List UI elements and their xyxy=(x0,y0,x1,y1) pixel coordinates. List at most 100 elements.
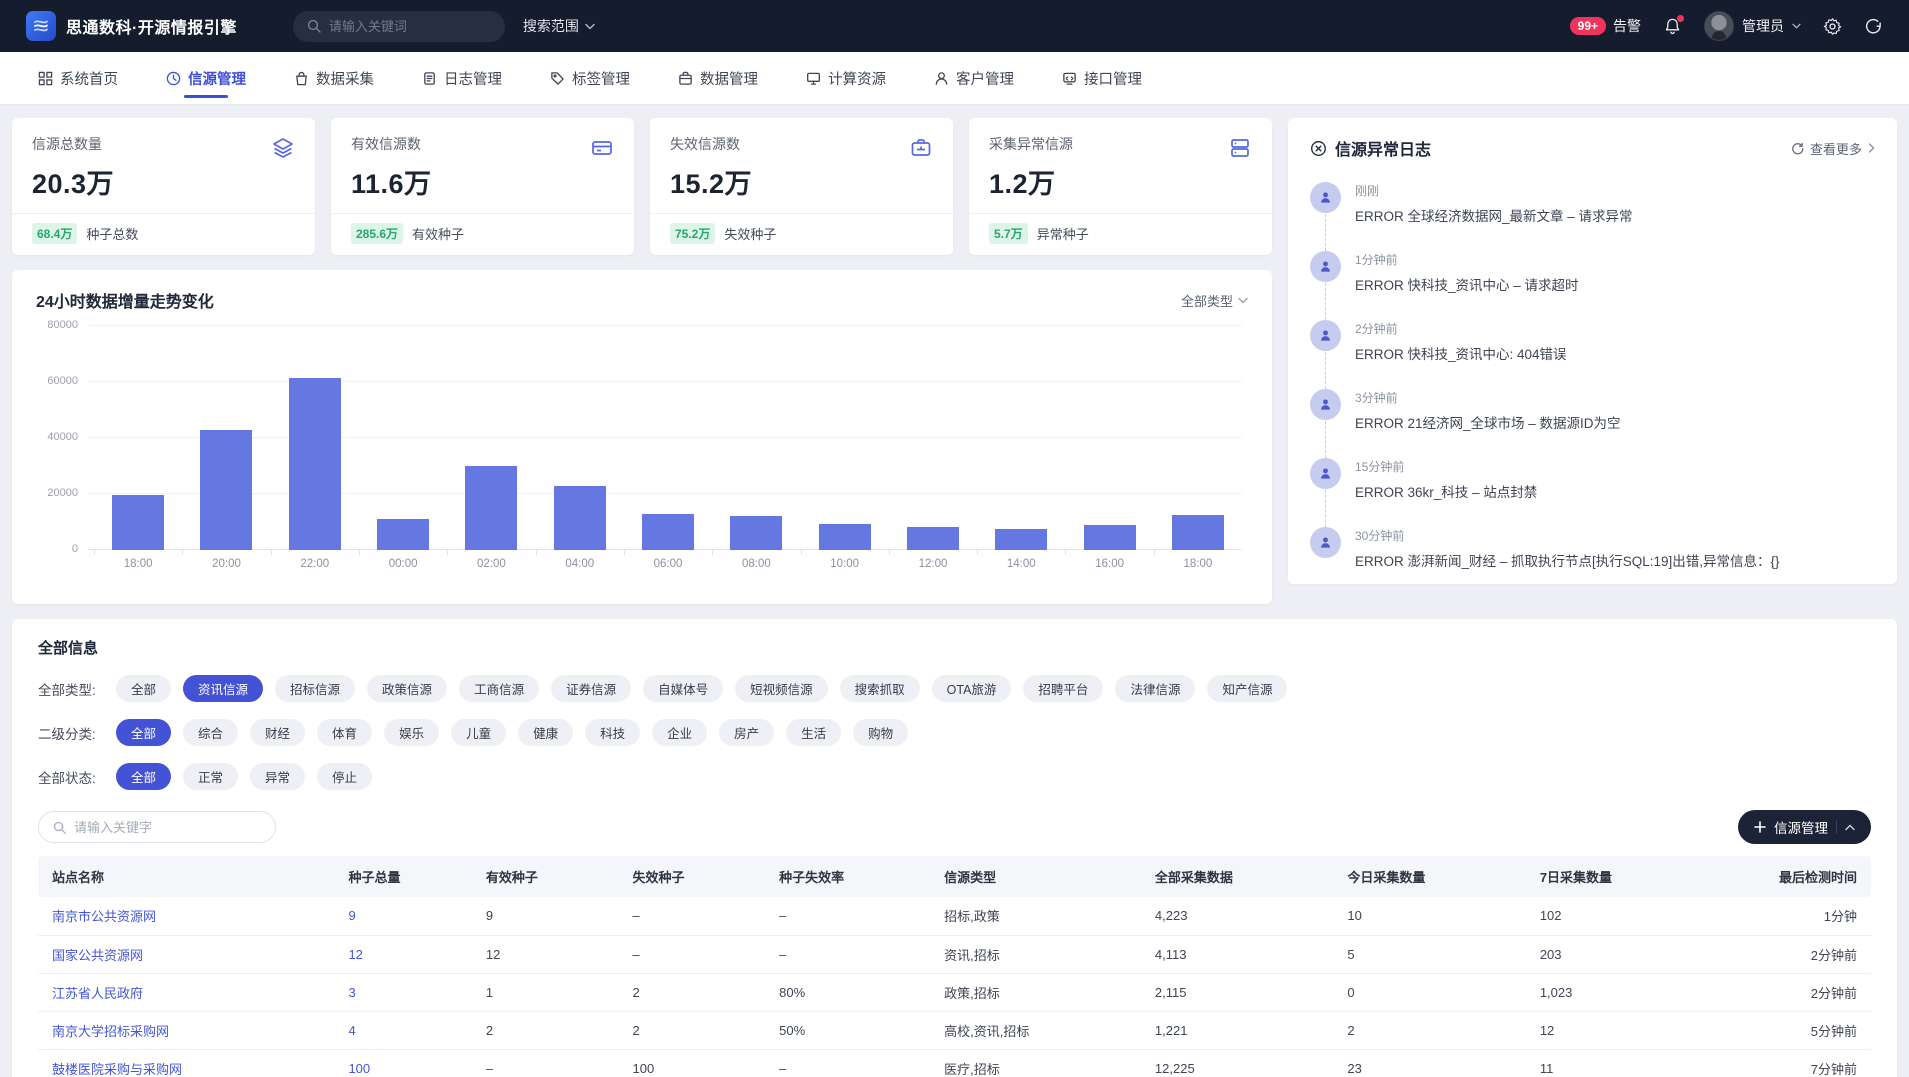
tab-8[interactable]: 客户管理 xyxy=(910,52,1038,104)
filter-chip[interactable]: 工商信源 xyxy=(459,675,540,702)
log-time: 3分钟前 xyxy=(1355,391,1398,405)
filter-chip[interactable]: 企业 xyxy=(652,719,708,746)
filter-chip[interactable]: 证券信源 xyxy=(551,675,632,702)
filter-chip[interactable]: 全部 xyxy=(116,719,172,746)
bar[interactable] xyxy=(553,485,606,550)
filter-chip[interactable]: 招聘平台 xyxy=(1023,675,1104,702)
gridline: 80000 xyxy=(47,319,1242,331)
bar[interactable] xyxy=(730,516,783,550)
settings-gear-icon[interactable] xyxy=(1823,17,1842,36)
site-name-link[interactable]: 江苏省人民政府 xyxy=(38,973,341,1012)
tab-4[interactable]: 日志管理 xyxy=(398,52,526,104)
filter-chip[interactable]: 知产信源 xyxy=(1207,675,1288,702)
log-time: 1分钟前 xyxy=(1355,253,1398,267)
tab-9[interactable]: 接口管理 xyxy=(1038,52,1166,104)
user-menu[interactable]: 管理员 xyxy=(1704,11,1801,41)
x-axis-label: 14:00 xyxy=(1006,558,1036,570)
filter-chip[interactable]: 财经 xyxy=(250,719,306,746)
bar[interactable] xyxy=(906,526,959,550)
bar[interactable] xyxy=(112,495,165,550)
tab-2[interactable]: 信源管理 xyxy=(142,52,270,104)
x-axis-label: 02:00 xyxy=(477,558,506,570)
filter-chip[interactable]: 科技 xyxy=(585,719,641,746)
view-more-label: 查看更多 xyxy=(1809,141,1862,157)
server-icon xyxy=(1228,134,1252,201)
table-keyword-input[interactable] xyxy=(74,819,244,835)
view-more-link[interactable]: 查看更多 xyxy=(1791,139,1875,158)
filter-chip[interactable]: 正常 xyxy=(183,763,239,790)
chart-card: 24小时数据增量走势变化 全部类型 0 20000 40000 60000 80000 … xyxy=(12,270,1272,604)
filter-chip[interactable]: 儿童 xyxy=(451,719,507,746)
filter-chip[interactable]: OTA旅游 xyxy=(931,675,1012,702)
bar[interactable] xyxy=(642,513,695,550)
site-name-link[interactable]: 鼓楼医院采购与采购网 xyxy=(38,1049,341,1077)
source-manage-button[interactable]: 信源管理 xyxy=(1738,810,1871,844)
seed-count-link[interactable]: 4 xyxy=(340,1011,478,1050)
filter-chip[interactable]: 娱乐 xyxy=(384,719,440,746)
stat-value: 1.2万 xyxy=(989,169,1056,199)
filter-chip[interactable]: 招标信源 xyxy=(275,675,356,702)
filter-chip[interactable]: 异常 xyxy=(250,763,306,790)
filter-chip[interactable]: 全部 xyxy=(116,675,172,702)
filter-chip[interactable]: 资讯信源 xyxy=(183,675,264,702)
bar[interactable] xyxy=(995,528,1048,550)
bar[interactable] xyxy=(465,466,518,550)
tab-7[interactable]: 计算资源 xyxy=(782,52,910,104)
alert-group[interactable]: 99+ 告警 xyxy=(1569,16,1641,36)
table-cell: – xyxy=(624,897,772,936)
notification-bell-icon[interactable] xyxy=(1663,14,1684,36)
site-name-link[interactable]: 南京大学招标采购网 xyxy=(38,1011,341,1050)
chart-type-dropdown[interactable]: 全部类型 xyxy=(1181,291,1248,310)
tab-3[interactable]: 数据采集 xyxy=(270,52,398,104)
bar[interactable] xyxy=(1171,515,1224,550)
filter-chip[interactable]: 综合 xyxy=(183,719,239,746)
tab-1[interactable]: 系统首页 xyxy=(14,52,142,104)
search-scope-dropdown[interactable]: 搜索范围 xyxy=(523,16,595,36)
tab-5[interactable]: 标签管理 xyxy=(526,52,654,104)
stat-card: 采集异常信源 1.2万 5.7万 异常种子 xyxy=(969,118,1272,255)
global-search[interactable] xyxy=(292,10,505,42)
table-cell: – xyxy=(771,935,937,974)
table-cell: 9 xyxy=(477,897,625,936)
filter-chip[interactable]: 体育 xyxy=(317,719,373,746)
x-axis-tick xyxy=(270,550,272,555)
refresh-icon xyxy=(1792,142,1804,154)
monitor-icon xyxy=(806,71,821,86)
filter-chip[interactable]: 自媒体号 xyxy=(643,675,724,702)
filter-chip[interactable]: 停止 xyxy=(317,763,373,790)
site-name-link[interactable]: 南京市公共资源网 xyxy=(38,897,341,936)
filter-chip[interactable]: 房产 xyxy=(719,719,775,746)
seed-count-link[interactable]: 3 xyxy=(340,973,478,1012)
y-axis-tick: 20000 xyxy=(47,487,78,499)
table-cell: 高校,资讯,招标 xyxy=(936,1011,1147,1050)
seed-count-link[interactable]: 9 xyxy=(340,897,478,936)
global-search-input[interactable] xyxy=(328,18,479,34)
logout-icon[interactable] xyxy=(1864,17,1883,36)
table-keyword-search[interactable] xyxy=(38,811,276,843)
x-axis-label: 18:00 xyxy=(123,558,153,570)
bar[interactable] xyxy=(377,519,430,550)
bar[interactable] xyxy=(288,377,341,550)
filter-chip[interactable]: 短视频信源 xyxy=(735,675,828,702)
log-avatar-icon xyxy=(1310,389,1341,420)
seed-count-link[interactable]: 12 xyxy=(340,935,478,974)
filter-chip[interactable]: 法律信源 xyxy=(1115,675,1196,702)
plus-icon xyxy=(1754,821,1766,833)
filter-chip[interactable]: 购物 xyxy=(853,719,909,746)
stat-value: 15.2万 xyxy=(670,169,753,199)
log-time: 2分钟前 xyxy=(1355,322,1398,336)
filter-chip[interactable]: 全部 xyxy=(116,763,172,790)
seed-count-link[interactable]: 100 xyxy=(340,1049,478,1077)
bar[interactable] xyxy=(818,524,871,550)
x-axis-tick xyxy=(447,550,449,555)
filter-chip[interactable]: 搜索抓取 xyxy=(839,675,920,702)
tab-6[interactable]: 数据管理 xyxy=(654,52,782,104)
bar[interactable] xyxy=(200,429,253,550)
x-axis-tick xyxy=(1153,550,1155,555)
bar[interactable] xyxy=(1083,525,1136,550)
filter-chip[interactable]: 生活 xyxy=(786,719,842,746)
site-name-link[interactable]: 国家公共资源网 xyxy=(38,935,341,974)
filter-chip[interactable]: 政策信源 xyxy=(367,675,448,702)
source-manage-label: 信源管理 xyxy=(1774,821,1828,836)
filter-chip[interactable]: 健康 xyxy=(518,719,574,746)
